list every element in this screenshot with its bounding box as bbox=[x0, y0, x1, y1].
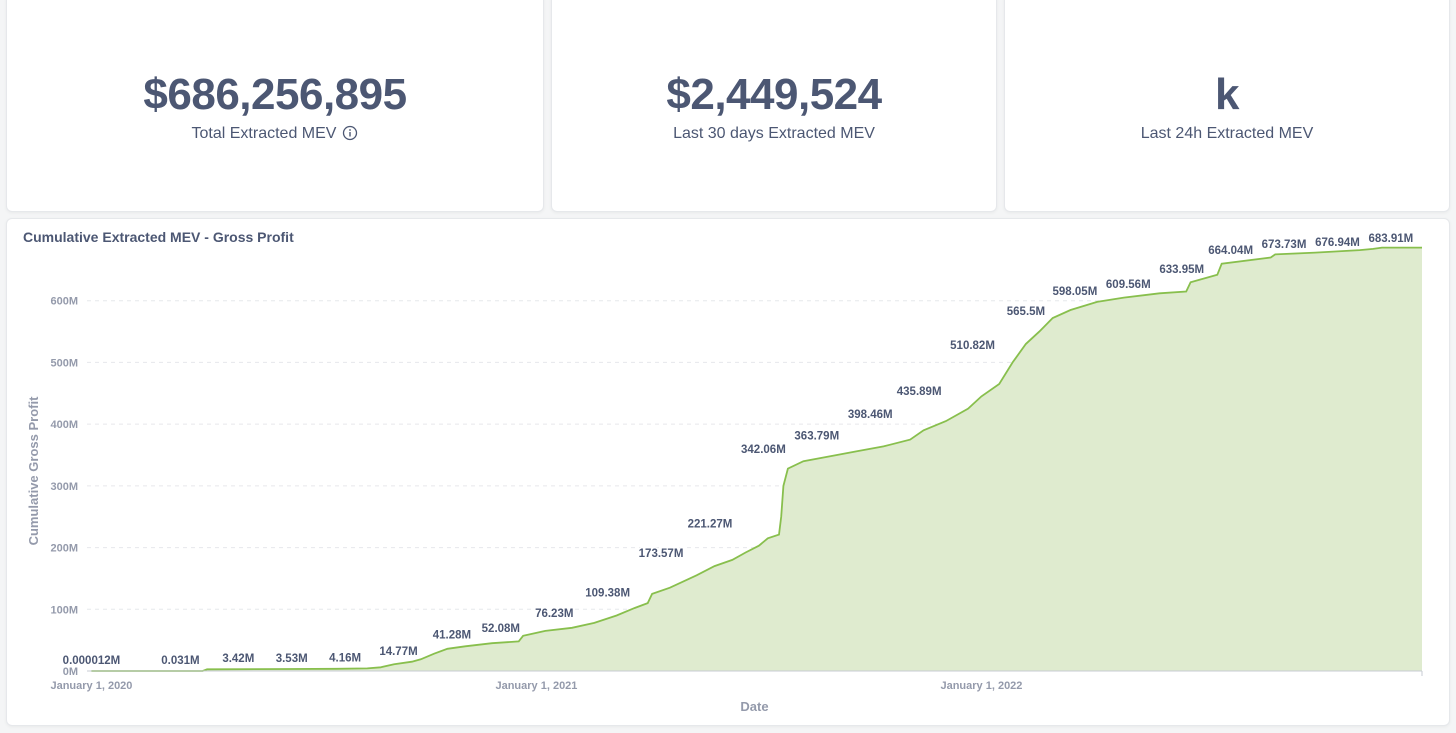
last-24h-mev-card: k Last 24h Extracted MEV bbox=[1004, 0, 1450, 212]
x-tick-label: January 1, 2022 bbox=[940, 680, 1022, 692]
total-mev-card: $686,256,895 Total Extracted MEV bbox=[6, 0, 544, 212]
x-tick-label: January 1, 2020 bbox=[50, 680, 132, 692]
total-mev-label-text: Total Extracted MEV bbox=[191, 125, 337, 142]
data-label: 109.38M bbox=[585, 587, 630, 599]
cumulative-mev-chart-card: Cumulative Extracted MEV - Gross Profit … bbox=[6, 218, 1450, 726]
data-label: 0.000012M bbox=[63, 655, 121, 667]
data-label: 664.04M bbox=[1208, 245, 1253, 257]
y-tick-label: 300M bbox=[50, 481, 78, 493]
data-label: 4.16M bbox=[329, 652, 361, 664]
data-label: 76.23M bbox=[535, 608, 573, 620]
y-tick-label: 400M bbox=[50, 419, 78, 431]
data-label: 435.89M bbox=[897, 386, 942, 398]
data-label: 221.27M bbox=[688, 518, 733, 530]
cumulative-mev-chart: 0M 100M 200M 300M 400M 500M 600M January 1, 20… bbox=[26, 231, 1423, 714]
total-mev-label: Total Extracted MEV bbox=[192, 124, 359, 147]
x-axis-label: Date bbox=[740, 699, 768, 714]
chart-title[interactable]: Cumulative Extracted MEV - Gross Profit bbox=[23, 229, 294, 245]
last-30-days-mev-value[interactable]: $2,449,524 bbox=[666, 70, 882, 119]
last-30-days-mev-label: Last 30 days Extracted MEV bbox=[673, 125, 875, 142]
data-label: 52.08M bbox=[482, 623, 520, 635]
x-tick-label: January 1, 2021 bbox=[495, 680, 577, 692]
data-label: 0.031M bbox=[161, 655, 199, 667]
y-tick-label: 500M bbox=[50, 357, 78, 369]
y-tick-label: 600M bbox=[50, 296, 78, 308]
x-axis-ticks: January 1, 2020 January 1, 2021 January 1,… bbox=[50, 671, 1423, 692]
data-label: 398.46M bbox=[848, 409, 893, 421]
data-label: 673.73M bbox=[1262, 239, 1307, 251]
data-label: 41.28M bbox=[433, 630, 471, 642]
data-label: 609.56M bbox=[1106, 279, 1151, 291]
data-label: 14.77M bbox=[379, 646, 417, 658]
data-label: 3.42M bbox=[222, 653, 254, 665]
data-label: 565.5M bbox=[1007, 306, 1045, 318]
series-line[interactable] bbox=[91, 246, 1422, 672]
data-label: 342.06M bbox=[741, 444, 786, 456]
data-label: 3.53M bbox=[276, 653, 308, 665]
y-tick-label: 100M bbox=[50, 604, 78, 616]
y-axis-label: Cumulative Gross Profit bbox=[26, 396, 41, 545]
data-label: 363.79M bbox=[794, 430, 839, 442]
last-24h-mev-label: Last 24h Extracted MEV bbox=[1140, 125, 1314, 142]
data-label: 598.05M bbox=[1053, 286, 1098, 298]
area-fill bbox=[91, 247, 1422, 671]
last-30-days-mev-card: $2,449,524 Last 30 days Extracted MEV bbox=[551, 0, 997, 212]
data-label: 683.91M bbox=[1368, 233, 1413, 245]
data-label: 676.94M bbox=[1315, 237, 1360, 249]
y-axis-ticks: 0M 100M 200M 300M 400M 500M 600M bbox=[50, 296, 78, 678]
y-tick-label: 200M bbox=[50, 543, 78, 555]
total-mev-value[interactable]: $686,256,895 bbox=[143, 70, 407, 119]
y-tick-label: 0M bbox=[63, 666, 78, 678]
data-label: 510.82M bbox=[950, 340, 995, 352]
data-label: 633.95M bbox=[1159, 264, 1204, 276]
data-label: 173.57M bbox=[639, 548, 684, 560]
info-icon[interactable] bbox=[342, 125, 358, 147]
data-labels: 0.000012M 0.031M 3.42M 3.53M 4.16M 14.77M 41.2… bbox=[61, 231, 1415, 668]
last-24h-mev-value[interactable]: k bbox=[1215, 70, 1239, 119]
